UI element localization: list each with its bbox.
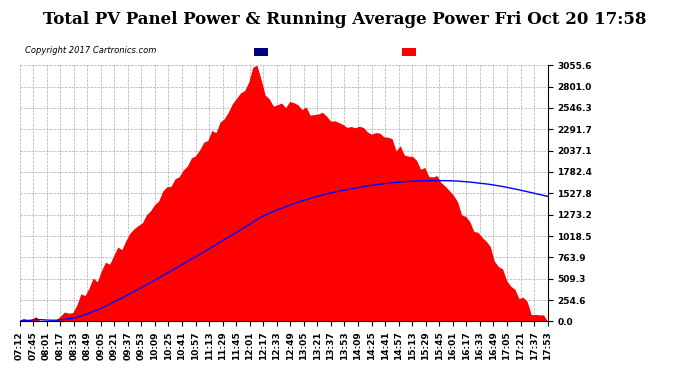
Legend: Average  (DC Watts), PV Panels  (DC Watts): Average (DC Watts), PV Panels (DC Watts) (250, 45, 543, 60)
Text: Copyright 2017 Cartronics.com: Copyright 2017 Cartronics.com (25, 46, 156, 55)
Text: Total PV Panel Power & Running Average Power Fri Oct 20 17:58: Total PV Panel Power & Running Average P… (43, 11, 647, 28)
